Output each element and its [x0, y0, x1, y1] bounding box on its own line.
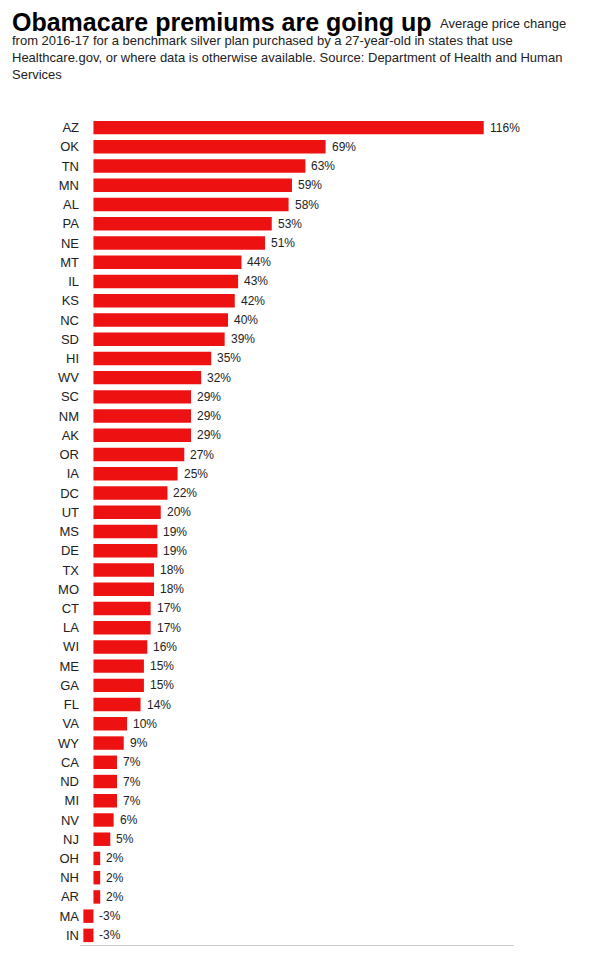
svg-text:OR: OR [60, 447, 80, 462]
svg-text:SD: SD [61, 332, 79, 347]
svg-text:29%: 29% [197, 428, 221, 442]
svg-text:58%: 58% [295, 198, 319, 212]
svg-text:9%: 9% [130, 736, 148, 750]
svg-text:NM: NM [59, 409, 79, 424]
svg-text:SC: SC [61, 389, 79, 404]
svg-text:63%: 63% [311, 159, 335, 173]
svg-text:GA: GA [60, 678, 79, 693]
svg-text:44%: 44% [247, 255, 271, 269]
svg-text:7%: 7% [123, 775, 141, 789]
svg-text:AL: AL [63, 197, 79, 212]
svg-text:42%: 42% [241, 294, 265, 308]
svg-text:22%: 22% [173, 486, 197, 500]
svg-text:WV: WV [58, 370, 79, 385]
svg-text:Average price change: Average price change [440, 16, 566, 31]
svg-text:OH: OH [60, 851, 80, 866]
svg-text:ME: ME [60, 659, 80, 674]
svg-text:AR: AR [61, 889, 79, 904]
svg-text:7%: 7% [123, 755, 141, 769]
svg-text:DC: DC [60, 486, 79, 501]
svg-text:19%: 19% [163, 544, 187, 558]
svg-text:18%: 18% [160, 582, 184, 596]
svg-text:15%: 15% [150, 678, 174, 692]
svg-text:17%: 17% [157, 621, 181, 635]
svg-text:116%: 116% [490, 121, 520, 135]
svg-text:-3%: -3% [99, 909, 121, 923]
svg-text:WY: WY [58, 736, 79, 751]
svg-text:IA: IA [67, 466, 80, 481]
svg-text:35%: 35% [217, 351, 241, 365]
svg-text:5%: 5% [116, 832, 134, 846]
svg-text:CT: CT [62, 601, 79, 616]
svg-text:2%: 2% [106, 871, 124, 885]
svg-text:KS: KS [62, 293, 80, 308]
svg-text:IL: IL [68, 274, 79, 289]
svg-text:7%: 7% [123, 794, 141, 808]
svg-text:NV: NV [61, 813, 79, 828]
svg-text:PA: PA [63, 216, 80, 231]
svg-text:IN: IN [66, 928, 79, 943]
svg-text:TX: TX [62, 563, 79, 578]
svg-text:2%: 2% [106, 890, 124, 904]
svg-text:MA: MA [60, 909, 80, 924]
svg-text:NH: NH [60, 870, 79, 885]
svg-text:NE: NE [61, 236, 79, 251]
svg-text:NC: NC [60, 312, 79, 327]
svg-text:WI: WI [63, 639, 79, 654]
svg-text:2%: 2% [106, 851, 124, 865]
svg-text:39%: 39% [231, 332, 255, 346]
svg-text:27%: 27% [190, 448, 214, 462]
svg-text:DE: DE [61, 543, 79, 558]
svg-text:MS: MS [60, 524, 80, 539]
svg-text:6%: 6% [120, 813, 138, 827]
svg-text:14%: 14% [147, 698, 171, 712]
svg-text:MO: MO [58, 582, 79, 597]
svg-text:25%: 25% [184, 467, 208, 481]
svg-text:29%: 29% [197, 409, 221, 423]
svg-text:ND: ND [60, 774, 79, 789]
svg-text:VA: VA [63, 716, 80, 731]
svg-text:MT: MT [60, 255, 79, 270]
svg-text:NJ: NJ [63, 832, 79, 847]
svg-text:29%: 29% [197, 390, 221, 404]
svg-text:59%: 59% [298, 178, 322, 192]
svg-text:15%: 15% [150, 659, 174, 673]
svg-text:69%: 69% [332, 140, 356, 154]
svg-text:18%: 18% [160, 563, 184, 577]
svg-text:from 2016-17 for a benchmark s: from 2016-17 for a benchmark silver plan… [12, 33, 513, 48]
svg-text:TN: TN [62, 159, 79, 174]
svg-text:10%: 10% [133, 717, 157, 731]
svg-text:17%: 17% [157, 601, 181, 615]
svg-text:40%: 40% [234, 313, 258, 327]
svg-text:-3%: -3% [99, 928, 121, 942]
svg-text:MI: MI [65, 793, 79, 808]
svg-text:UT: UT [62, 505, 79, 520]
svg-text:AK: AK [62, 428, 80, 443]
svg-text:16%: 16% [153, 640, 177, 654]
svg-text:19%: 19% [163, 525, 187, 539]
svg-text:FL: FL [64, 697, 79, 712]
svg-text:OK: OK [60, 139, 79, 154]
svg-text:20%: 20% [167, 505, 191, 519]
svg-text:43%: 43% [244, 274, 268, 288]
svg-text:Healthcare.gov, or where data: Healthcare.gov, or where data is otherwi… [12, 50, 562, 65]
svg-text:32%: 32% [207, 371, 231, 385]
svg-text:LA: LA [63, 620, 79, 635]
svg-text:CA: CA [61, 755, 79, 770]
svg-text:MN: MN [59, 178, 79, 193]
svg-text:HI: HI [66, 351, 79, 366]
svg-text:AZ: AZ [62, 120, 79, 135]
svg-text:53%: 53% [278, 217, 302, 231]
svg-text:51%: 51% [271, 236, 295, 250]
svg-text:Services: Services [12, 67, 62, 82]
svg-text:Obamacare premiums are going u: Obamacare premiums are going up [12, 8, 432, 36]
